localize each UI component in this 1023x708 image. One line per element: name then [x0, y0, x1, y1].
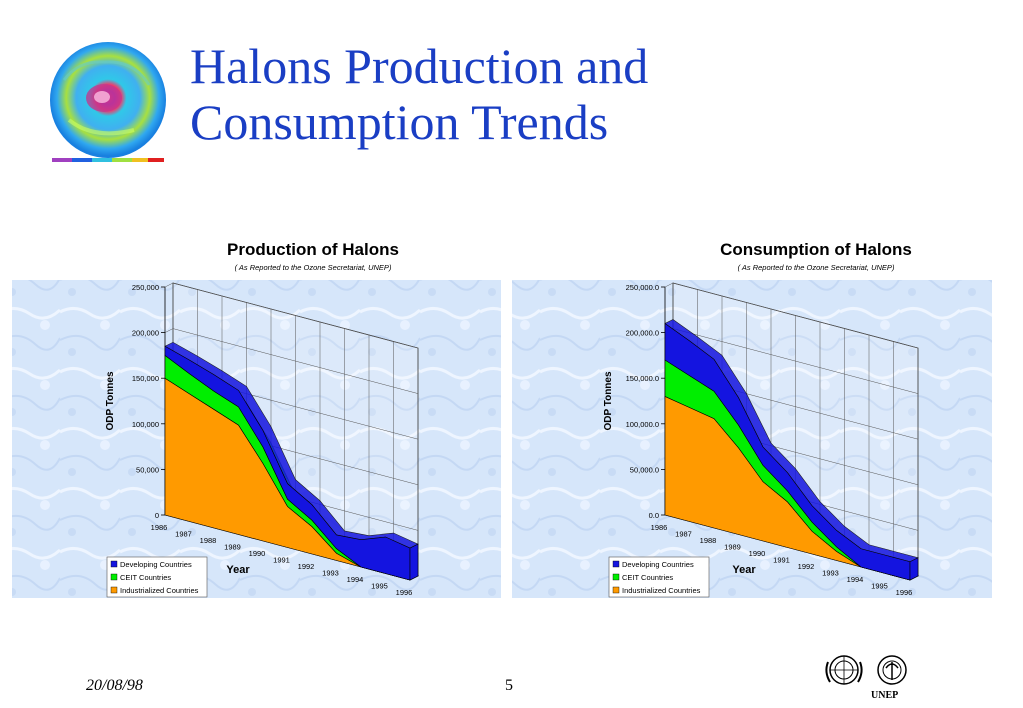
x-tick-label: 1996 [896, 588, 913, 597]
legend-entry: CEIT Countries [622, 573, 673, 582]
x-tick-label: 1987 [675, 530, 692, 539]
x-tick-label: 1992 [798, 562, 815, 571]
legend: Developing Countries CEIT Countries Indust… [106, 556, 208, 598]
x-tick-label: 1994 [347, 575, 364, 584]
x-tick-label: 1993 [822, 569, 839, 578]
x-tick-label: 1995 [871, 582, 888, 591]
consumption-chart: Consumption of Halons ( As Reported to th… [603, 240, 919, 598]
x-tick-label: 1994 [847, 575, 864, 584]
x-tick-label: 1991 [273, 556, 290, 565]
legend-swatch [110, 586, 118, 594]
series-end-cap [409, 543, 419, 581]
series-end-cap [909, 557, 919, 581]
legend-entry: Developing Countries [622, 560, 694, 569]
slide-title: Halons Production and Consumption Trends [190, 38, 830, 150]
production-chart: Production of Halons ( As Reported to the… [105, 240, 419, 598]
y-tick-label: 150,000 [132, 374, 159, 383]
legend-entry: Developing Countries [120, 560, 192, 569]
y-axis-label: ODP Tonnes [105, 371, 116, 431]
legend-box [608, 556, 710, 598]
y-tick-label: 0 [155, 511, 159, 520]
legend-swatch [612, 560, 620, 568]
legend-swatch [110, 573, 118, 581]
x-axis-label: Year [732, 564, 756, 576]
y-tick-label: 150,000.0 [626, 374, 659, 383]
x-tick-label: 1989 [724, 543, 741, 552]
title-line-2: Consumption Trends [190, 94, 609, 150]
title-line-1: Halons Production and [190, 38, 649, 94]
y-tick-label: 50,000 [136, 465, 159, 474]
x-tick-label: 1986 [151, 523, 168, 532]
legend: Developing Countries CEIT Countries Indust… [608, 556, 710, 598]
grid-line [164, 282, 174, 288]
x-tick-label: 1995 [371, 582, 388, 591]
x-tick-label: 1996 [396, 588, 413, 597]
legend-swatch [612, 573, 620, 581]
x-axis-label: Year [226, 564, 250, 576]
y-tick-label: 200,000 [132, 329, 159, 338]
chart-title: Consumption of Halons [720, 240, 912, 259]
chart-title: Production of Halons [227, 240, 399, 259]
x-tick-label: 1993 [322, 569, 339, 578]
x-tick-label: 1988 [700, 536, 717, 545]
legend-entry: Industrialized Countries [120, 586, 199, 595]
y-axis-label: ODP Tonnes [603, 371, 614, 431]
legend-swatch [110, 560, 118, 568]
unep-logo-text: UNEP [871, 690, 899, 701]
unep-emblem-icon [877, 655, 907, 685]
ozone-map-logo [50, 42, 166, 162]
chart-subtitle: ( As Reported to the Ozone Secretariat, … [738, 263, 895, 272]
footer-date: 20/08/98 [86, 677, 143, 694]
grid-line [164, 328, 174, 333]
x-tick-label: 1986 [651, 523, 668, 532]
y-tick-label: 250,000.0 [626, 283, 659, 292]
x-tick-label: 1989 [224, 543, 241, 552]
grid-line [664, 282, 674, 288]
un-emblem-icon [825, 655, 863, 685]
legend-entry: CEIT Countries [120, 573, 171, 582]
y-tick-label: 250,000 [132, 283, 159, 292]
legend-swatch [612, 586, 620, 594]
y-tick-label: 0.0 [649, 511, 659, 520]
y-tick-label: 100,000 [132, 420, 159, 429]
x-tick-label: 1991 [773, 556, 790, 565]
chart-subtitle: ( As Reported to the Ozone Secretariat, … [235, 263, 392, 272]
x-tick-label: 1992 [298, 562, 315, 571]
page-number: 5 [505, 677, 513, 694]
y-tick-label: 100,000.0 [626, 420, 659, 429]
y-tick-label: 50,000.0 [630, 465, 659, 474]
x-tick-label: 1990 [249, 549, 266, 558]
legend-box [106, 556, 208, 598]
y-tick-label: 200,000.0 [626, 329, 659, 338]
x-tick-label: 1988 [200, 536, 217, 545]
x-tick-label: 1990 [749, 549, 766, 558]
legend-entry: Industrialized Countries [622, 586, 701, 595]
un-unep-logos [825, 655, 907, 685]
x-tick-label: 1987 [175, 530, 192, 539]
